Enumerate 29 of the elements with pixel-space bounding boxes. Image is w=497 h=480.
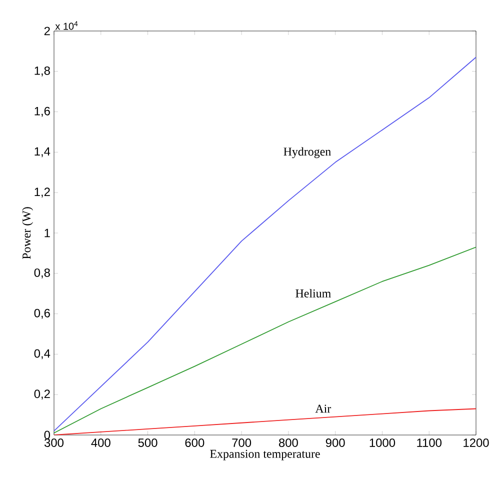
series-label: Air — [315, 404, 332, 413]
x-axis-title: Expansion temperature — [210, 450, 320, 460]
y-tick-label: 0 — [44, 430, 50, 440]
y-tick-label: 0,6 — [34, 308, 50, 319]
x-tick-label: 300 — [44, 438, 64, 447]
line-series — [54, 246, 476, 434]
y-axis-title: Power (W) — [22, 207, 34, 260]
y-tick-label: 1,8 — [34, 66, 50, 76]
series-label: Helium — [296, 289, 331, 298]
y-tick-label: 1,6 — [34, 106, 50, 117]
x-tick-label: 1200 — [464, 438, 489, 447]
y-tick-label: 1,2 — [34, 188, 50, 198]
text: x 10$^{4}$ — [55, 21, 78, 30]
x-tick-label: 800 — [278, 438, 298, 447]
x-tick-label: 600 — [185, 438, 204, 447]
x-tick-label: 400 — [91, 438, 110, 447]
x-tick-label: 700 — [232, 438, 252, 447]
y-tick-label: 2 — [44, 26, 50, 36]
x-tick-label: 900 — [326, 438, 345, 447]
x-tick-label: 500 — [138, 438, 158, 447]
y-tick-label: 0,2 — [34, 390, 50, 400]
y-tick-label: 1,4 — [34, 147, 50, 158]
y-tick-label: 1 — [44, 228, 50, 238]
x-tick-label: 1000 — [370, 438, 396, 447]
series-label: Hydrogen — [284, 147, 331, 158]
y-tick-label: 0,4 — [34, 349, 50, 360]
line-series — [54, 56, 476, 432]
y-tick-label: 0,8 — [34, 268, 50, 278]
x-tick-label: 1100 — [417, 438, 442, 447]
